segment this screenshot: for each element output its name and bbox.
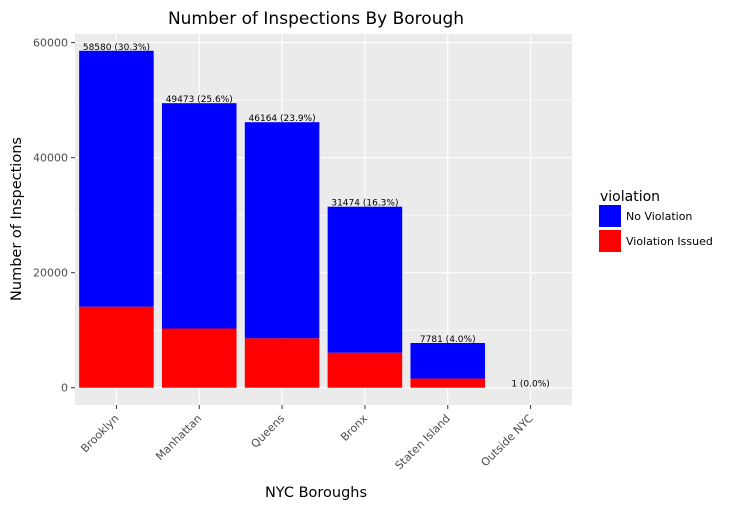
x-axis: Brooklyn Manhattan Queens Bronx Staten Islan…: [78, 405, 536, 472]
legend-title: violation: [600, 189, 660, 205]
y-tick-label: 0: [61, 382, 68, 395]
x-tick-label: Outside NYC: [478, 412, 536, 470]
x-axis-title: NYC Boroughs: [265, 485, 367, 501]
bar-violation-issued: [79, 306, 154, 388]
legend-key: [599, 230, 621, 252]
y-tick-label: 40000: [33, 152, 68, 165]
bar-violation-issued: [327, 352, 403, 388]
bar-no-violation: [79, 50, 154, 307]
bar-value-label: 31474 (16.3%): [331, 199, 398, 209]
bar-no-violation: [327, 206, 403, 353]
bar-violation-issued: [244, 338, 320, 388]
x-tick-label: Bronx: [338, 412, 370, 444]
x-tick-label: Queens: [248, 412, 287, 451]
x-tick-label: Brooklyn: [78, 412, 121, 455]
bar-value-label: 49473 (25.6%): [166, 95, 233, 105]
x-tick-label: Staten Island: [393, 412, 453, 472]
y-tick-label: 60000: [33, 37, 68, 50]
legend-key: [599, 205, 621, 227]
bars: [79, 50, 568, 388]
legend: violation No Violation Violation Issued: [599, 189, 713, 252]
bar-violation-issued: [161, 328, 237, 388]
bar-value-label: 1 (0.0%): [511, 380, 549, 390]
bar-no-violation: [244, 122, 320, 339]
legend-label: No Violation: [626, 210, 692, 223]
bar-value-label: 58580 (30.3%): [83, 43, 150, 53]
plot-panel: [75, 34, 572, 405]
y-axis: 0 20000 40000 60000: [33, 37, 75, 395]
bar-no-violation: [410, 342, 486, 379]
bar-value-label: 7781 (4.0%): [420, 335, 476, 345]
bar-violation-issued: [410, 378, 486, 388]
bar-labels: 58580 (30.3%) 49473 (25.6%) 46164 (23.9%) 3…: [83, 43, 550, 390]
bar-no-violation: [161, 103, 237, 329]
y-tick-label: 20000: [33, 267, 68, 280]
y-axis-title: Number of Inspections: [9, 137, 25, 301]
legend-label: Violation Issued: [626, 235, 713, 248]
x-tick-label: Manhattan: [153, 412, 204, 463]
bar-value-label: 46164 (23.9%): [249, 114, 316, 124]
chart-title: Number of Inspections By Borough: [168, 9, 464, 29]
